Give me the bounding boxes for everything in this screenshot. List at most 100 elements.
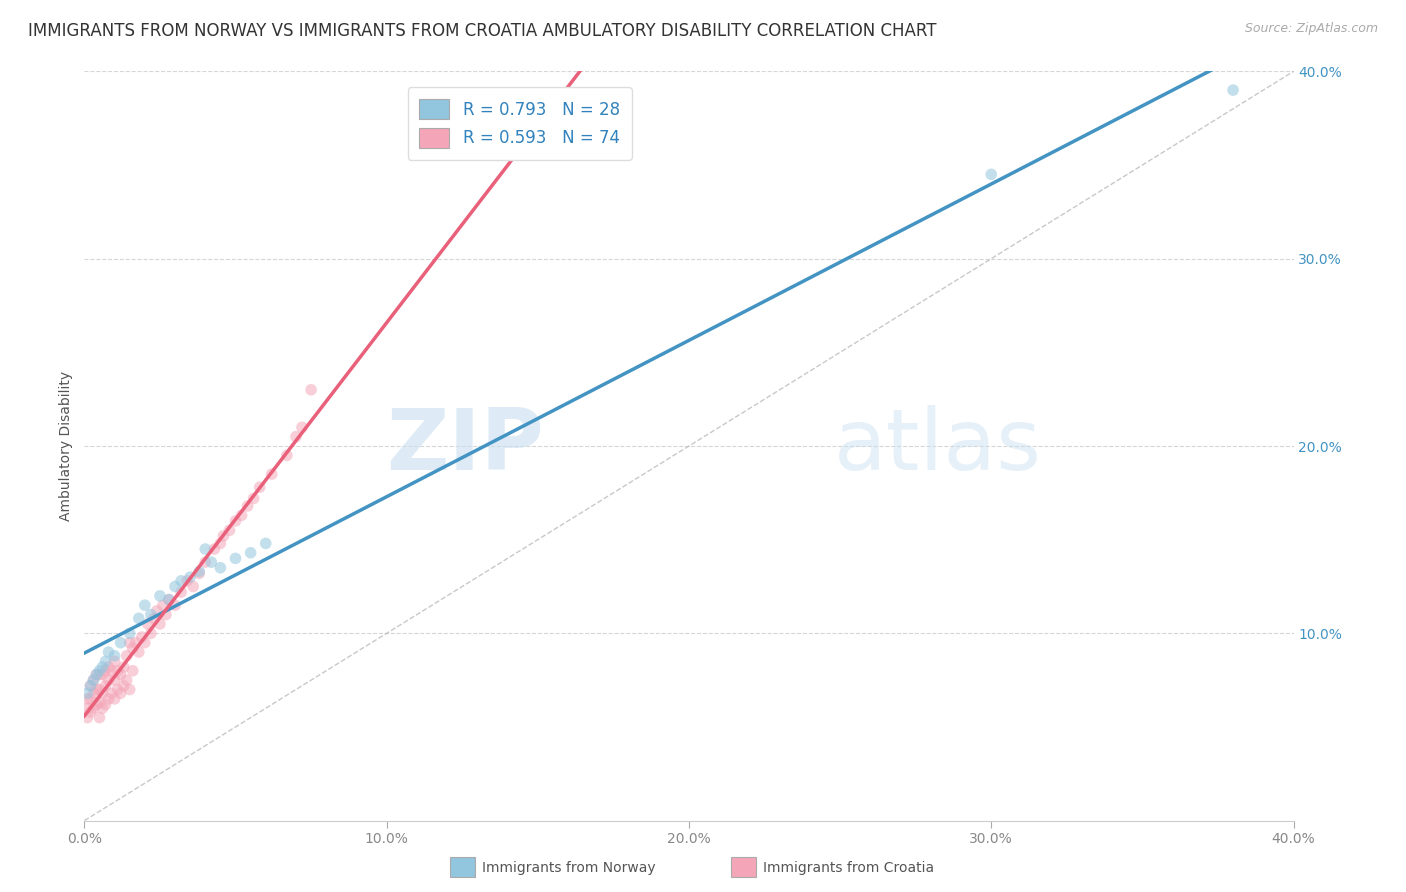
Point (94, 655, 117, 669)
Point (112, 660, 135, 674)
Text: ZIP: ZIP (387, 404, 544, 488)
Point (100, 664, 122, 678)
Point (91, 701, 114, 715)
Point (194, 542, 217, 557)
Point (79, 679, 101, 693)
Point (91, 686, 114, 700)
Point (128, 645, 150, 659)
Point (170, 585, 193, 599)
Point (209, 561, 232, 575)
Point (110, 667, 132, 681)
Point (107, 664, 129, 678)
Point (142, 611, 165, 625)
Point (149, 589, 172, 603)
Point (157, 592, 180, 607)
Point (89, 667, 111, 681)
Point (285, 430, 308, 444)
Legend: R = 0.793   N = 28, R = 0.593   N = 74: R = 0.793 N = 28, R = 0.593 N = 74 (408, 87, 631, 160)
Point (118, 635, 141, 649)
Point (299, 383, 322, 397)
Point (170, 574, 193, 588)
Point (76, 710, 98, 724)
Point (89, 696, 111, 710)
Point (97, 673, 120, 688)
Point (79, 705, 101, 719)
Point (94, 664, 117, 678)
Text: Source: ZipAtlas.com: Source: ZipAtlas.com (1244, 22, 1378, 36)
Point (82, 686, 104, 700)
Point (242, 491, 264, 506)
Point (225, 514, 247, 528)
Point (225, 551, 247, 566)
Point (134, 599, 156, 613)
Point (97, 692, 120, 706)
Point (86, 698, 108, 712)
Point (200, 555, 222, 569)
Point (155, 607, 177, 622)
Point (128, 611, 150, 625)
Point (276, 449, 298, 463)
Point (179, 570, 201, 584)
Point (79, 692, 101, 706)
Point (139, 626, 162, 640)
Text: Immigrants from Norway: Immigrants from Norway (482, 861, 655, 875)
Point (291, 420, 314, 434)
Point (104, 673, 127, 688)
Point (110, 686, 132, 700)
Point (1222, 83, 1244, 97)
Point (76, 701, 98, 715)
Point (110, 635, 132, 649)
Point (100, 686, 122, 700)
Point (118, 626, 141, 640)
Point (86, 667, 108, 681)
Point (89, 682, 111, 697)
Point (115, 648, 138, 663)
Point (202, 542, 225, 557)
Point (121, 641, 143, 656)
Y-axis label: Ambulatory Disability: Ambulatory Disability (59, 371, 73, 521)
Point (239, 546, 262, 560)
Point (104, 648, 127, 663)
Point (165, 580, 187, 594)
Point (104, 655, 127, 669)
Point (91, 660, 114, 674)
Point (112, 679, 135, 693)
Point (231, 508, 253, 523)
Point (165, 599, 187, 613)
Point (82, 673, 104, 688)
Point (86, 682, 108, 697)
Point (157, 592, 180, 607)
Point (91, 667, 114, 681)
Point (107, 682, 129, 697)
Point (76, 692, 98, 706)
Point (181, 580, 204, 594)
Point (209, 536, 232, 550)
Point (82, 701, 104, 715)
Point (131, 630, 153, 644)
Point (125, 635, 148, 649)
Point (86, 667, 108, 681)
Point (94, 679, 117, 693)
Point (97, 660, 120, 674)
Point (121, 664, 143, 678)
Text: Immigrants from Croatia: Immigrants from Croatia (763, 861, 935, 875)
Point (79, 679, 101, 693)
Point (104, 692, 127, 706)
Point (218, 524, 240, 538)
Point (149, 617, 172, 632)
Point (188, 565, 211, 579)
Point (212, 529, 235, 543)
Text: atlas: atlas (834, 404, 1042, 488)
Point (76, 686, 98, 700)
Point (194, 555, 217, 569)
Point (188, 566, 211, 581)
Point (136, 617, 159, 632)
Point (82, 673, 104, 688)
Point (980, 168, 1002, 182)
Point (176, 574, 198, 588)
Text: IMMIGRANTS FROM NORWAY VS IMMIGRANTS FROM CROATIA AMBULATORY DISABILITY CORRELAT: IMMIGRANTS FROM NORWAY VS IMMIGRANTS FRO… (28, 22, 936, 40)
Point (249, 480, 271, 494)
Point (89, 664, 111, 678)
Point (97, 645, 120, 659)
Point (134, 635, 156, 649)
